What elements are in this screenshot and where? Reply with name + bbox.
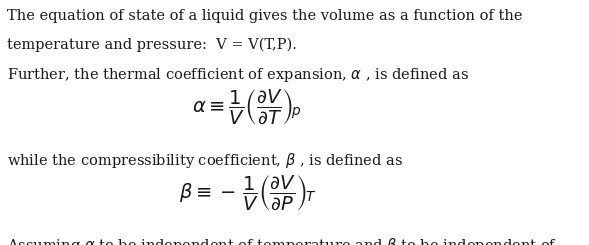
Text: $\alpha \equiv \dfrac{1}{V}\left(\dfrac{\partial V}{\partial T}\right)_{\!p}$: $\alpha \equiv \dfrac{1}{V}\left(\dfrac{… [193, 87, 302, 126]
Text: while the compressibility coefficient, $\beta$ , is defined as: while the compressibility coefficient, $… [7, 151, 403, 170]
Text: Further, the thermal coefficient of expansion, $\alpha$ , is defined as: Further, the thermal coefficient of expa… [7, 66, 469, 84]
Text: The equation of state of a liquid gives the volume as a function of the: The equation of state of a liquid gives … [7, 9, 522, 23]
Text: $\beta \equiv -\,\dfrac{1}{V}\left(\dfrac{\partial V}{\partial P}\right)_{\!T}$: $\beta \equiv -\,\dfrac{1}{V}\left(\dfra… [178, 173, 316, 212]
Text: Assuming $\alpha$ to be independent of temperature and $\beta$ to be independent: Assuming $\alpha$ to be independent of t… [7, 236, 557, 245]
Text: temperature and pressure:  V = V(T,P).: temperature and pressure: V = V(T,P). [7, 38, 297, 52]
